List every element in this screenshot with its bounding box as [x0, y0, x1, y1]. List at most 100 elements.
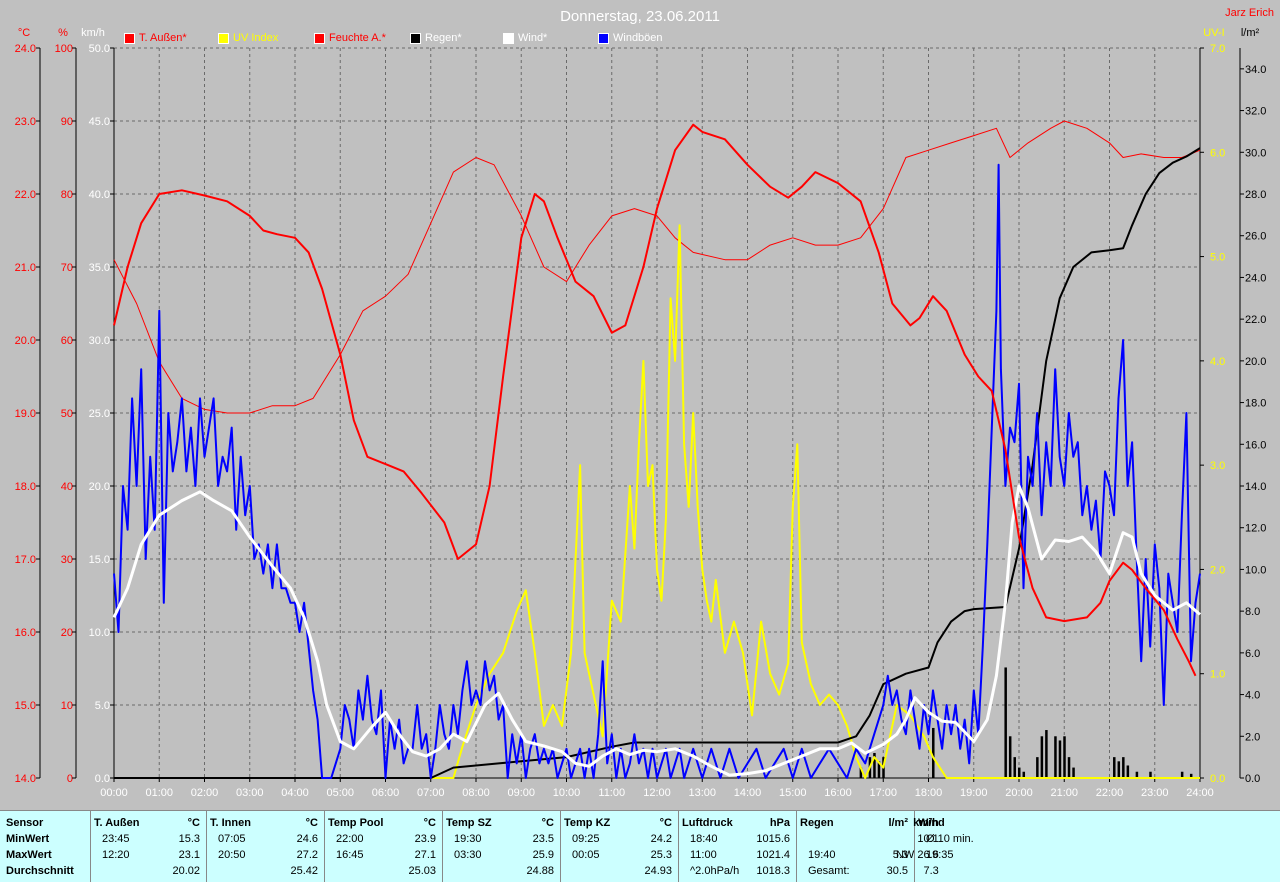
x-tick-label: 19:00 — [960, 787, 988, 799]
percent-tick-label: 60 — [61, 335, 73, 347]
temp-tick-label: 18.0 — [15, 481, 36, 493]
legend-swatch — [314, 32, 325, 44]
stats-time: 18:40 — [690, 833, 718, 845]
legend-item: Feuchte A.* — [314, 31, 386, 45]
stats-column-unit: km/h — [913, 817, 939, 829]
stats-min-row: 07:05 24.6 — [210, 831, 324, 847]
rain-tick-label: 12.0 — [1245, 523, 1266, 535]
kmh-tick-label: 25.0 — [89, 408, 110, 420]
rain-bar — [1013, 757, 1016, 778]
legend-item: Regen* — [410, 31, 462, 45]
stats-column-divider — [796, 811, 797, 882]
kmh-tick-label: 30.0 — [89, 335, 110, 347]
series-wind-line — [112, 484, 1201, 777]
stats-time: Ø 10 min. — [926, 833, 974, 845]
stats-time: 00:05 — [572, 849, 600, 861]
stats-max-row: 19:40 5.3 — [800, 847, 914, 863]
legend-swatch — [124, 32, 135, 44]
percent-tick-label: 90 — [61, 116, 73, 128]
stats-column-unit: °C — [659, 817, 672, 829]
rain-bar — [1036, 757, 1039, 778]
stats-column-divider — [206, 811, 207, 882]
rain-bar — [1117, 761, 1121, 778]
rain-bar — [1018, 767, 1021, 778]
rain-tick-label: 22.0 — [1245, 314, 1266, 326]
rain-unit-label: l/m² — [1241, 27, 1260, 39]
temp-tick-label: 22.0 — [15, 189, 36, 201]
stats-max-row: 11:00 1021.4 — [682, 847, 796, 863]
stats-time: 11:00 — [690, 849, 717, 861]
stats-time: 16:45 — [336, 849, 364, 861]
stats-column-unit: °C — [187, 817, 200, 829]
rain-bar — [877, 761, 881, 778]
stats-max-row: 19:35 NW 26.6 — [896, 847, 954, 863]
rain-bar — [1004, 667, 1007, 778]
stats-column-title: Temp Pool — [328, 817, 384, 829]
rain-tick-label: 28.0 — [1245, 189, 1266, 201]
uv-tick-label: 2.0 — [1210, 564, 1225, 576]
stats-column-title: Wind — [918, 817, 945, 829]
stats-value: 23.9 — [414, 833, 436, 845]
uv-tick-label: 4.0 — [1210, 356, 1225, 368]
percent-tick-label: 50 — [61, 408, 73, 420]
stats-value: 10.1 — [917, 833, 939, 845]
uv-tick-label: 1.0 — [1210, 669, 1225, 681]
rain-tick-label: 30.0 — [1245, 147, 1266, 159]
uv-tick-label: 5.0 — [1210, 252, 1225, 264]
x-tick-label: 14:00 — [734, 787, 762, 799]
percent-tick-label: 100 — [55, 43, 73, 55]
stats-column-divider — [442, 811, 443, 882]
stats-value: 24.93 — [644, 865, 672, 877]
rain-bar — [1113, 757, 1116, 778]
legend-label: Regen* — [425, 32, 462, 44]
x-tick-label: 09:00 — [507, 787, 535, 799]
stats-column-divider — [678, 811, 679, 882]
stats-min-row: 23:45 15.3 — [94, 831, 206, 847]
stats-avg-row: 20.02 — [94, 863, 206, 879]
stats-value: 1018.3 — [756, 865, 790, 877]
rain-bar — [1122, 757, 1125, 778]
stats-min-row — [800, 831, 914, 847]
kmh-tick-label: 10.0 — [89, 627, 110, 639]
x-tick-label: 00:00 — [100, 787, 128, 799]
temp-unit-label: °C — [18, 27, 30, 39]
x-tick-label: 23:00 — [1141, 787, 1169, 799]
stats-time: 19:35 — [926, 849, 954, 861]
temp-tick-label: 21.0 — [15, 262, 36, 274]
x-tick-label: 21:00 — [1050, 787, 1078, 799]
stats-min-row: 18:40 1015.6 — [682, 831, 796, 847]
stats-time: 07:05 — [218, 833, 246, 845]
rain-tick-label: 20.0 — [1245, 356, 1266, 368]
stats-value: 27.2 — [296, 849, 318, 861]
series-lines — [112, 120, 1201, 779]
stats-row-label: Durchschnitt — [6, 865, 74, 877]
kmh-tick-label: 45.0 — [89, 116, 110, 128]
stats-time: 20:50 — [218, 849, 246, 861]
axes: 24.0 23.0 22.0 21.0 20.0 19.0 18.0 17.0 16.0 15.0… — [15, 43, 1267, 799]
x-tick-label: 13:00 — [688, 787, 716, 799]
stats-value: 7.3 — [923, 865, 939, 877]
rain-bar — [859, 767, 863, 778]
rain-bar — [1149, 771, 1152, 778]
rain-bar — [932, 727, 935, 778]
rain-bar — [1180, 771, 1184, 778]
kmh-unit-label: km/h — [81, 27, 105, 39]
rain-bar — [1058, 740, 1062, 778]
stats-max-row: 00:05 25.3 — [564, 847, 678, 863]
stats-min-row: 22:00 23.9 — [328, 831, 442, 847]
stats-column-unit: hPa — [769, 817, 790, 829]
stats-column-unit: °C — [541, 817, 554, 829]
stats-time: 19:40 — [808, 849, 836, 861]
percent-tick-label: 30 — [61, 554, 73, 566]
x-tick-label: 18:00 — [915, 787, 943, 799]
stats-min-row: Ø 10 min. 10.1 — [917, 831, 973, 847]
legend-label: Wind* — [518, 32, 548, 44]
stats-avg-row: 24.93 — [564, 863, 678, 879]
uv-unit-label: UV-I — [1203, 27, 1224, 39]
stats-column: Temp Pool °C 22:00 23.9 16:45 27.1 25.03 — [328, 815, 442, 879]
stats-column-unit: l/m² — [888, 817, 908, 829]
stats-column: Luftdruck hPa 18:40 1015.6 11:00 1021.4 ^2.0hP… — [682, 815, 796, 879]
temp-tick-label: 15.0 — [15, 700, 36, 712]
x-tick-label: 01:00 — [145, 787, 173, 799]
x-tick-label: 20:00 — [1005, 787, 1033, 799]
